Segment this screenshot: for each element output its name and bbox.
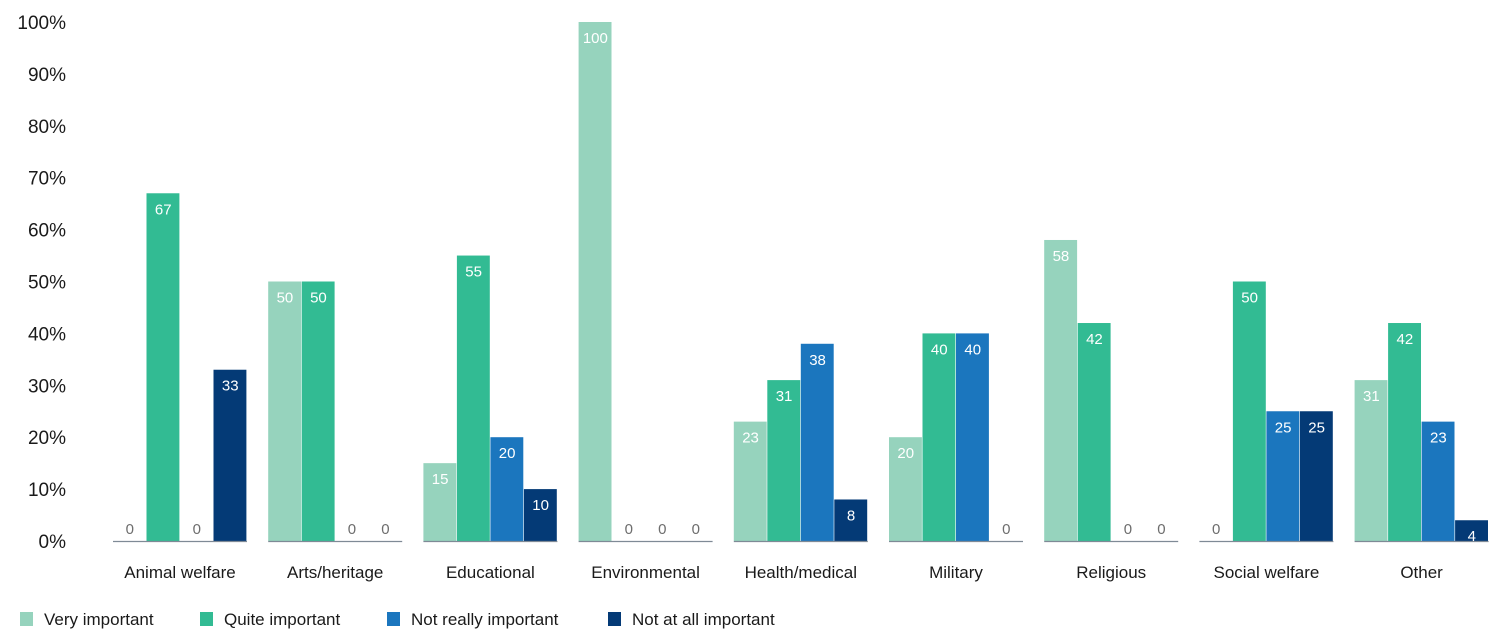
data-label: 8 — [847, 507, 855, 524]
y-tick-label: 0% — [39, 532, 67, 553]
legend-swatch — [200, 612, 213, 626]
bar — [578, 22, 612, 541]
legend-label: Very important — [44, 610, 154, 629]
data-label: 67 — [155, 201, 172, 218]
x-category-label: Environmental — [591, 563, 700, 582]
data-label: 50 — [277, 290, 294, 307]
data-label: 31 — [1363, 388, 1380, 405]
bar — [1266, 411, 1300, 541]
data-label: 0 — [658, 521, 666, 538]
data-label: 40 — [931, 341, 948, 358]
data-label: 25 — [1308, 419, 1325, 436]
bar — [800, 343, 834, 541]
data-label: 0 — [126, 521, 134, 538]
data-label: 40 — [964, 341, 981, 358]
bar — [1044, 239, 1078, 542]
bar — [1421, 421, 1455, 541]
data-label: 0 — [193, 521, 201, 538]
y-axis-ticks: 0% 10% 20% 30% 40% 50% 60% 70% 80% 90% 100% — [17, 13, 66, 553]
bar — [456, 255, 490, 542]
x-category-label: Animal welfare — [124, 563, 236, 582]
data-label: 0 — [625, 521, 633, 538]
bar — [889, 437, 922, 541]
x-category-label: Other — [1400, 563, 1443, 582]
bar — [490, 437, 524, 541]
bar — [523, 489, 557, 541]
x-category-label: Religious — [1076, 563, 1146, 582]
legend: Very important Quite important Not really … — [20, 610, 775, 629]
y-tick-label: 50% — [28, 273, 66, 294]
y-tick-label: 60% — [28, 221, 66, 242]
bar — [1077, 323, 1111, 541]
y-tick-label: 30% — [28, 376, 66, 397]
data-label: 0 — [348, 521, 356, 538]
data-label: 0 — [692, 521, 700, 538]
data-label: 20 — [499, 445, 516, 462]
data-label: 4 — [1468, 528, 1476, 545]
bar — [1388, 323, 1421, 541]
data-label: 100 — [583, 30, 608, 47]
data-label: 0 — [381, 521, 389, 538]
data-label: 50 — [310, 290, 327, 307]
data-label: 23 — [1430, 430, 1447, 447]
legend-label: Not at all important — [632, 610, 775, 629]
y-tick-label: 80% — [28, 117, 66, 138]
bar — [268, 281, 302, 541]
data-label: 38 — [809, 352, 826, 369]
data-label: 15 — [432, 471, 449, 488]
bar — [301, 281, 335, 541]
x-category-label: Health/medical — [745, 563, 857, 582]
bar — [1232, 281, 1266, 541]
data-label: 42 — [1397, 331, 1414, 348]
y-tick-label: 70% — [28, 169, 66, 190]
x-category-label: Educational — [446, 563, 535, 582]
data-label: 42 — [1086, 331, 1103, 348]
y-tick-label: 10% — [28, 480, 66, 501]
legend-swatch — [20, 612, 33, 626]
x-category-label: Social welfare — [1213, 563, 1319, 582]
y-tick-label: 20% — [28, 428, 66, 449]
x-category-label: Arts/heritage — [287, 563, 383, 582]
legend-swatch — [608, 612, 621, 626]
data-label: 0 — [1212, 521, 1220, 538]
bar — [1455, 520, 1488, 541]
bar — [146, 193, 180, 541]
bar — [213, 369, 247, 541]
bar — [1299, 411, 1333, 541]
legend-label: Not really important — [411, 610, 559, 629]
data-label: 50 — [1241, 290, 1258, 307]
bar — [834, 499, 868, 541]
bar — [733, 421, 767, 541]
bar — [1354, 380, 1388, 541]
legend-label: Quite important — [224, 610, 340, 629]
y-tick-label: 100% — [17, 13, 66, 34]
data-label: 31 — [776, 388, 793, 405]
x-axis-categories: Animal welfare Arts/heritage Educational En… — [124, 563, 1443, 582]
data-label: 0 — [1124, 521, 1132, 538]
data-label: 10 — [532, 497, 549, 514]
y-tick-label: 40% — [28, 324, 66, 345]
data-label: 25 — [1275, 419, 1292, 436]
legend-swatch — [387, 612, 400, 626]
bar — [922, 333, 956, 541]
bar — [956, 333, 989, 541]
data-label: 33 — [222, 378, 239, 395]
data-label: 55 — [465, 264, 482, 281]
data-label: 0 — [1002, 521, 1010, 538]
y-tick-label: 90% — [28, 65, 66, 86]
bars — [146, 22, 1488, 542]
x-category-label: Military — [929, 563, 983, 582]
data-label: 20 — [897, 445, 914, 462]
data-label: 58 — [1053, 248, 1070, 265]
bar — [423, 463, 457, 541]
data-label: 23 — [742, 430, 759, 447]
data-label: 0 — [1157, 521, 1165, 538]
bar — [767, 380, 801, 541]
